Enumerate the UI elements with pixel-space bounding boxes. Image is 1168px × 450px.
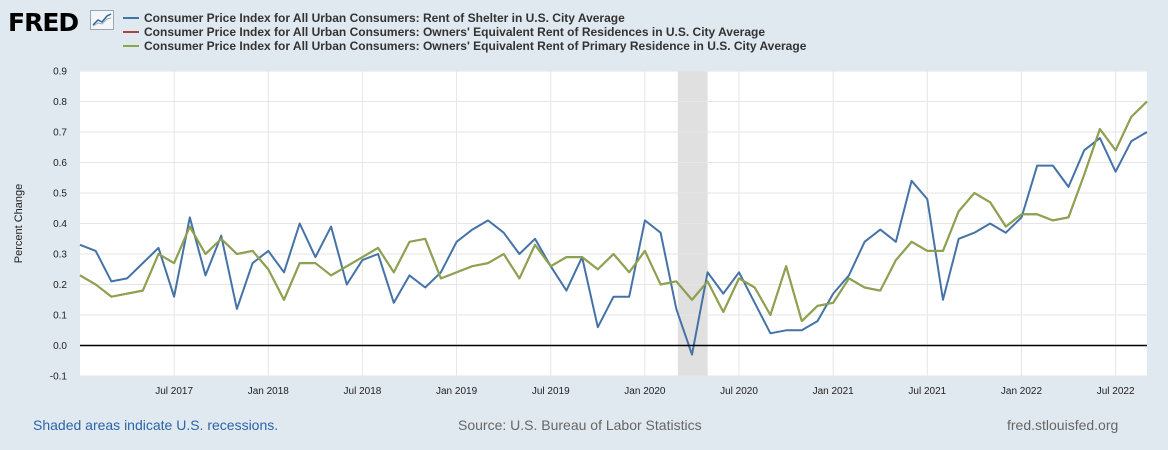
x-tick-label: Jul 2018: [344, 386, 382, 397]
line-chart: -0.1 0.0 0.1 0.2 0.3 0.4 0.5 0.6 0.7 0.8 0.9 Jul 2…: [13, 67, 1148, 397]
series-layer: [79, 100, 1148, 356]
y-tick-label: 0.9: [53, 67, 67, 78]
chart-legend: Consumer Price Index for All Urban Consu…: [123, 11, 806, 53]
x-tick-label: Jan 2022: [1001, 386, 1043, 397]
y-axis-ticks: -0.1 0.0 0.1 0.2 0.3 0.4 0.5 0.6 0.7 0.8 0.9: [50, 67, 68, 383]
x-tick-label: Jan 2020: [624, 386, 666, 397]
y-tick-label: 0.5: [53, 189, 67, 200]
legend-swatch-red: [123, 31, 139, 33]
trend-chart-icon: [90, 10, 114, 30]
legend-item[interactable]: Consumer Price Index for All Urban Consu…: [123, 39, 806, 53]
x-tick-label: Jul 2021: [908, 386, 946, 397]
fred-logo[interactable]: FRED: [8, 8, 79, 37]
series-line-3[interactable]: [79, 100, 1148, 323]
source-note: Source: U.S. Bureau of Labor Statistics: [458, 417, 702, 433]
legend-label: Consumer Price Index for All Urban Consu…: [144, 39, 807, 53]
series-line-1[interactable]: [79, 131, 1148, 356]
y-tick-label: 0.3: [53, 250, 67, 261]
y-tick-label: 0.8: [53, 97, 67, 108]
x-tick-label: Jan 2018: [248, 386, 290, 397]
y-tick-label: 0.4: [53, 219, 67, 230]
y-tick-label: 0.0: [53, 341, 67, 352]
legend-swatch-green: [123, 45, 139, 47]
x-tick-label: Jul 2022: [1097, 386, 1135, 397]
header: FRED Consumer Price Index for All Urban …: [0, 0, 1168, 62]
y-tick-label: -0.1: [50, 372, 68, 383]
y-tick-label: 0.7: [53, 128, 67, 139]
x-tick-label: Jul 2019: [532, 386, 570, 397]
y-axis-label: Percent Change: [13, 184, 25, 264]
x-tick-label: Jul 2017: [155, 386, 193, 397]
legend-item[interactable]: Consumer Price Index for All Urban Consu…: [123, 11, 806, 25]
x-tick-label: Jan 2019: [436, 386, 478, 397]
site-link[interactable]: fred.stlouisfed.org: [1007, 417, 1119, 433]
x-tick-label: Jul 2020: [720, 386, 758, 397]
recession-note: Shaded areas indicate U.S. recessions.: [33, 417, 279, 433]
legend-item[interactable]: Consumer Price Index for All Urban Consu…: [123, 25, 806, 39]
y-tick-label: 0.6: [53, 158, 67, 169]
legend-label: Consumer Price Index for All Urban Consu…: [144, 11, 625, 25]
x-axis-ticks: Jul 2017 Jan 2018 Jul 2018 Jan 2019 Jul 2019…: [155, 386, 1135, 397]
legend-swatch-blue: [123, 17, 139, 19]
y-tick-label: 0.1: [53, 311, 67, 322]
x-tick-label: Jan 2021: [813, 386, 855, 397]
y-tick-label: 0.2: [53, 280, 67, 291]
legend-label: Consumer Price Index for All Urban Consu…: [144, 25, 766, 39]
